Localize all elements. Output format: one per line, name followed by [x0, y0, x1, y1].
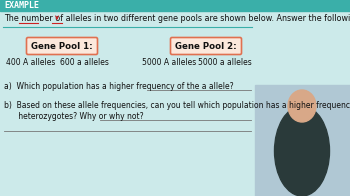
- Text: Gene Pool 1:: Gene Pool 1:: [31, 42, 93, 51]
- Text: b)  Based on these allele frequencies, can you tell which population has a highe: b) Based on these allele frequencies, ca…: [4, 101, 350, 110]
- Ellipse shape: [274, 106, 329, 196]
- Bar: [255, 85, 350, 196]
- Ellipse shape: [288, 90, 316, 122]
- Text: a)  Which population has a higher frequency of the a allele?: a) Which population has a higher frequen…: [4, 82, 234, 91]
- Text: 5000 a alleles: 5000 a alleles: [198, 58, 252, 67]
- FancyBboxPatch shape: [27, 37, 98, 54]
- Text: The number of alleles in two different gene pools are shown below. Answer the fo: The number of alleles in two different g…: [4, 14, 350, 23]
- Text: heterozygotes? Why or why not?: heterozygotes? Why or why not?: [4, 112, 143, 121]
- FancyBboxPatch shape: [170, 37, 241, 54]
- Text: EXAMPLE: EXAMPLE: [4, 1, 39, 10]
- Text: Gene Pool 2:: Gene Pool 2:: [175, 42, 237, 51]
- Text: 5000 A alleles: 5000 A alleles: [142, 58, 196, 67]
- Text: 600 a alleles: 600 a alleles: [60, 58, 109, 67]
- Bar: [0, 0, 350, 11]
- Text: 400 A alleles: 400 A alleles: [6, 58, 55, 67]
